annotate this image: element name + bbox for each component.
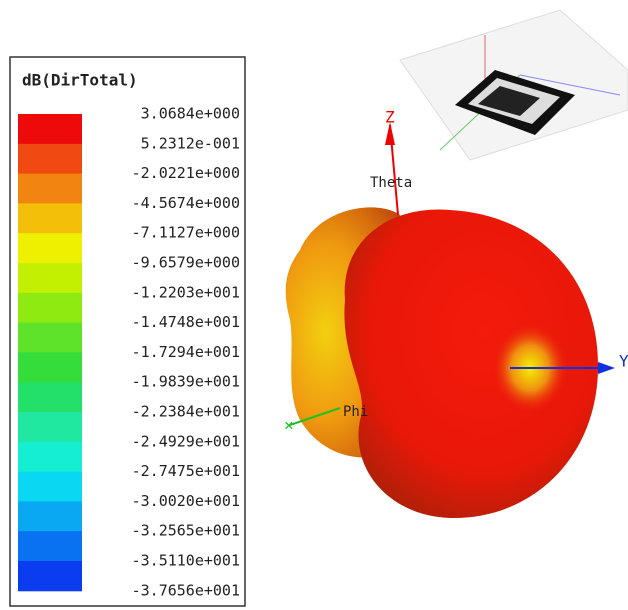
legend-label: -7.1127e+000	[132, 224, 240, 242]
legend-title: dB(DirTotal)	[22, 71, 138, 90]
legend-label: 3.0684e+000	[141, 105, 240, 123]
legend-swatch	[18, 501, 82, 531]
legend-label: -1.2203e+001	[132, 283, 240, 301]
legend-label: 5.2312e-001	[141, 134, 240, 152]
legend-label: -9.6579e+000	[132, 254, 240, 272]
legend-swatch	[18, 114, 82, 144]
y-label: Y	[619, 352, 628, 371]
x-arrow: ×	[284, 416, 294, 435]
theta-label: Theta	[370, 175, 412, 191]
legend-swatch	[18, 561, 82, 591]
radiation-pattern: Z Theta Y × Phi	[284, 108, 628, 519]
legend-label: -2.7475e+001	[132, 462, 240, 480]
legend: dB(DirTotal) 3.0684e+000 5.2312e-001 -2.02…	[10, 57, 245, 606]
y-arrow	[598, 362, 615, 374]
legend-label: -3.0020e+001	[132, 492, 240, 510]
legend-swatch	[18, 352, 82, 382]
legend-swatch	[18, 531, 82, 561]
antenna-inset	[400, 10, 628, 160]
legend-label: -3.5110e+001	[132, 552, 240, 570]
legend-label: -2.2384e+001	[132, 403, 240, 421]
legend-swatch	[18, 472, 82, 502]
legend-label: -4.5674e+000	[132, 194, 240, 212]
legend-label: -3.2565e+001	[132, 522, 240, 540]
legend-swatch	[18, 442, 82, 472]
legend-label: -1.7294e+001	[132, 343, 240, 361]
legend-label: -3.7656e+001	[132, 581, 240, 599]
z-label: Z	[385, 108, 395, 127]
legend-swatch	[18, 412, 82, 442]
legend-swatch	[18, 382, 82, 412]
screenshot: dB(DirTotal) 3.0684e+000 5.2312e-001 -2.02…	[0, 0, 628, 610]
legend-label: -1.4748e+001	[132, 313, 240, 331]
legend-swatch	[18, 233, 82, 263]
legend-swatch	[18, 263, 82, 293]
legend-label: -2.0221e+000	[132, 164, 240, 182]
legend-swatch	[18, 174, 82, 204]
legend-swatch	[18, 144, 82, 174]
legend-label: -2.4929e+001	[132, 432, 240, 450]
phi-label: Phi	[343, 404, 368, 420]
legend-swatch	[18, 293, 82, 323]
legend-swatch	[18, 203, 82, 233]
legend-label: -1.9839e+001	[132, 373, 240, 391]
legend-swatch	[18, 323, 82, 353]
